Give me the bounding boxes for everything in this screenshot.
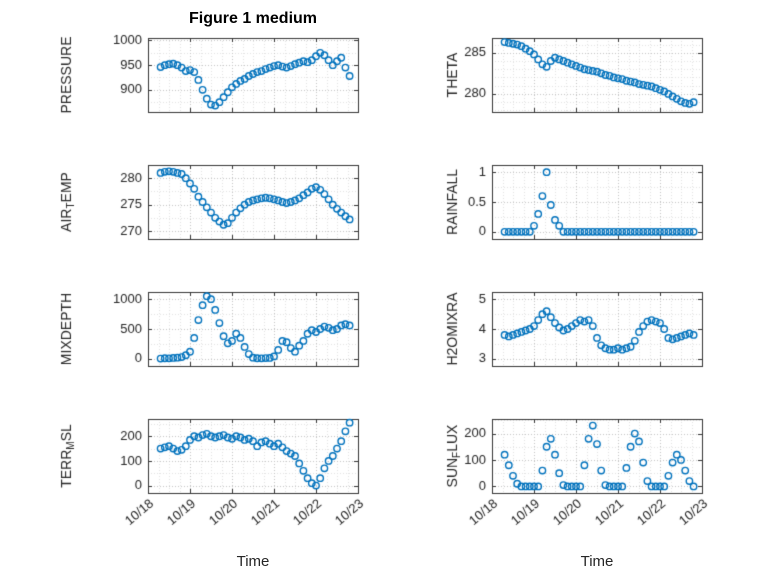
figure-title: Figure 1 medium [188, 10, 318, 27]
x-axis-label-left: Time [236, 553, 270, 570]
x-axis-label-right: Time [580, 553, 614, 570]
